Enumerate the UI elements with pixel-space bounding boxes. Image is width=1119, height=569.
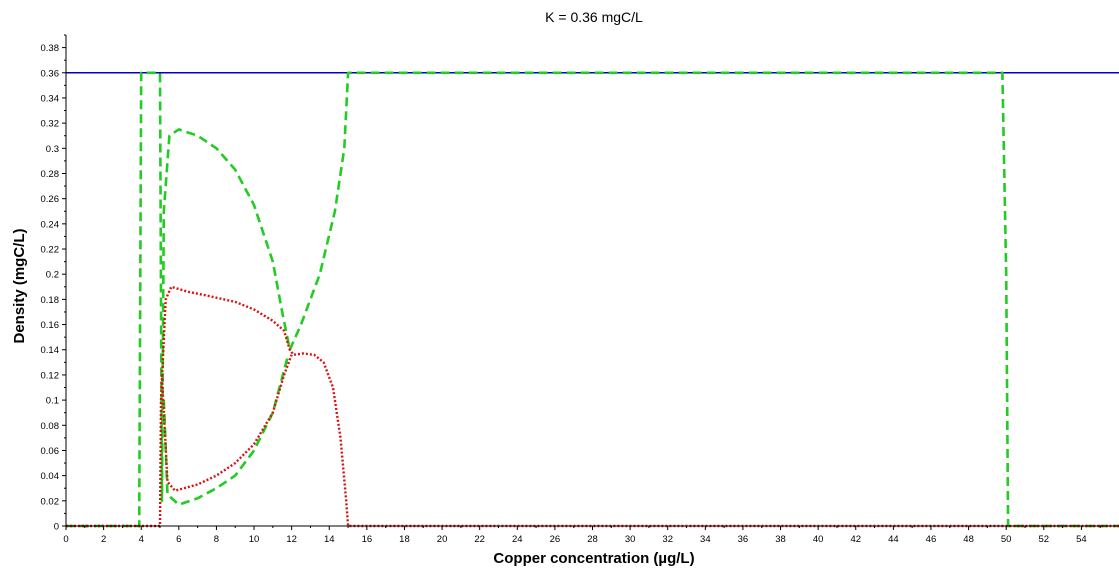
y-tick-label: 0.2: [46, 270, 59, 281]
y-tick-label: 0.18: [41, 295, 60, 306]
x-tick-label: 8: [214, 534, 219, 545]
x-axis-label: Copper concentration (µg/L): [493, 550, 694, 567]
x-tick-label: 24: [512, 534, 523, 545]
y-tick-label: 0.1: [46, 396, 59, 407]
x-tick-label: 40: [813, 534, 824, 545]
y-tick-label: 0.04: [41, 471, 60, 482]
x-tick-label: 52: [1038, 534, 1049, 545]
x-tick-label: 2: [101, 534, 106, 545]
x-tick-label: 18: [399, 534, 410, 545]
y-tick-label: 0.28: [41, 169, 60, 180]
x-tick-label: 42: [850, 534, 861, 545]
y-tick-label: 0.32: [41, 119, 60, 130]
x-tick-label: 6: [176, 534, 181, 545]
series-line: [66, 285, 1119, 528]
x-tick-label: 28: [587, 534, 598, 545]
y-tick-label: 0.26: [41, 194, 60, 205]
y-axis-label: Density (mgC/L): [11, 228, 28, 343]
x-tick-label: 44: [888, 534, 899, 545]
x-axis: 0 2 4 6 8 10 12 14 16 18 20 22 24 26 28 30 32 34 36 38 40 42 4…: [63, 525, 1119, 545]
y-tick-label: 0.12: [41, 370, 60, 381]
x-tick-label: 10: [249, 534, 260, 545]
x-tick-label: 48: [963, 534, 974, 545]
x-tick-label: 22: [474, 534, 485, 545]
y-tick-label: 0: [54, 522, 59, 533]
y-axis: 0 0.02 0.04 0.06 0.08 0.1 0.12 0.14 0.16 0.18 0.2 0…: [41, 34, 67, 533]
x-tick-label: 50: [1001, 534, 1012, 545]
x-tick-label: 14: [324, 534, 335, 545]
x-tick-label: 12: [286, 534, 297, 545]
x-tick-label: 34: [700, 534, 711, 545]
x-tick-label: 4: [139, 534, 144, 545]
x-tick-label: 30: [625, 534, 636, 545]
y-tick-label: 0.14: [41, 345, 60, 356]
x-tick-label: 38: [775, 534, 786, 545]
x-tick-label: 0: [63, 534, 68, 545]
x-tick-label: 54: [1076, 534, 1087, 545]
series-line: [160, 354, 293, 492]
x-tick-label: 32: [662, 534, 673, 545]
y-tick-label: 0.08: [41, 421, 60, 432]
x-tick-label: 36: [738, 534, 749, 545]
x-tick-label: 16: [362, 534, 373, 545]
y-tick-label: 0.38: [41, 43, 60, 54]
x-tick-label: 20: [437, 534, 448, 545]
series-line: [162, 355, 290, 506]
y-tick-label: 0.22: [41, 245, 60, 256]
y-tick-label: 0.06: [41, 446, 60, 457]
plot-area: [66, 71, 1119, 528]
y-tick-label: 0.3: [46, 144, 59, 155]
y-tick-label: 0.02: [41, 496, 60, 507]
y-tick-label: 0.34: [41, 93, 60, 104]
y-tick-label: 0.16: [41, 320, 60, 331]
series-line: [66, 71, 1119, 528]
chart-title: K = 0.36 mgC/L: [545, 9, 643, 25]
x-tick-label: 26: [550, 534, 561, 545]
series-red-dotted: [66, 285, 1119, 528]
y-tick-label: 0.36: [41, 68, 60, 79]
x-tick-label: 46: [926, 534, 937, 545]
series-green-dashed: [66, 71, 1119, 528]
y-tick-label: 0.24: [41, 219, 60, 230]
